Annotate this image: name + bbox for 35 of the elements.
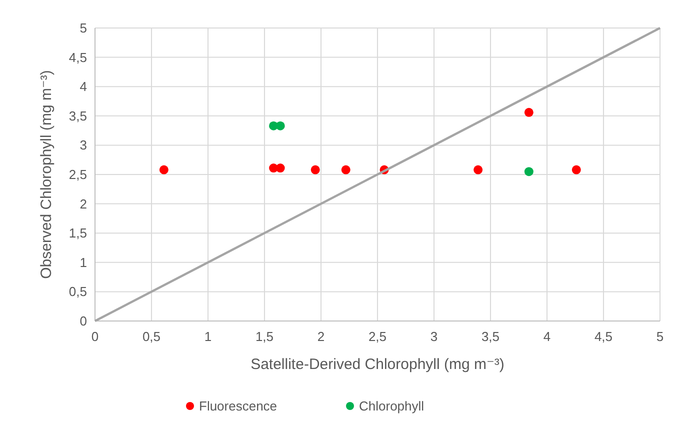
y-tick-label: 5 — [80, 20, 87, 36]
y-tick-label: 4,5 — [68, 50, 87, 65]
point — [524, 167, 534, 176]
point — [572, 165, 581, 174]
y-tick-label: 3 — [80, 138, 87, 153]
x-tick-label: 5 — [656, 329, 664, 344]
y-tick-label: 0 — [80, 314, 87, 328]
y-tick-label: 3,5 — [68, 108, 87, 124]
point — [474, 165, 483, 174]
point — [276, 164, 285, 173]
x-tick-label: 1,5 — [255, 329, 274, 344]
point — [159, 165, 168, 174]
y-tick-label: 0,5 — [68, 284, 87, 300]
point — [310, 165, 320, 174]
x-tick-label: 2 — [317, 329, 325, 344]
x-tick-label: 2,5 — [368, 329, 387, 344]
x-tick-label: 0 — [91, 329, 99, 344]
point — [276, 121, 285, 130]
y-tick-label: 2,5 — [68, 167, 87, 182]
x-tick-label: 0,5 — [142, 329, 161, 344]
y-tick-label: 4 — [80, 79, 87, 94]
legend-label: Chlorophyll — [359, 398, 424, 414]
x-tick-label: 4,5 — [594, 329, 613, 344]
y-tick-label: 1,5 — [68, 226, 87, 241]
x-axis-title: Satellite-Derived Chlorophyll (mg m⁻³) — [250, 356, 504, 373]
x-tick-label: 3 — [430, 329, 438, 344]
y-tick-label: 1 — [80, 254, 87, 270]
point — [341, 165, 350, 174]
y-axis-title: Observed Chlorophyll (mg m⁻³) — [38, 70, 55, 279]
x-tick-label: 4 — [543, 329, 551, 344]
y-tick-label: 2 — [80, 196, 87, 212]
x-tick-label: 1 — [204, 329, 212, 344]
legend-label: Fluorescence — [199, 398, 278, 414]
point — [524, 108, 534, 117]
x-tick-label: 3,5 — [481, 329, 500, 344]
